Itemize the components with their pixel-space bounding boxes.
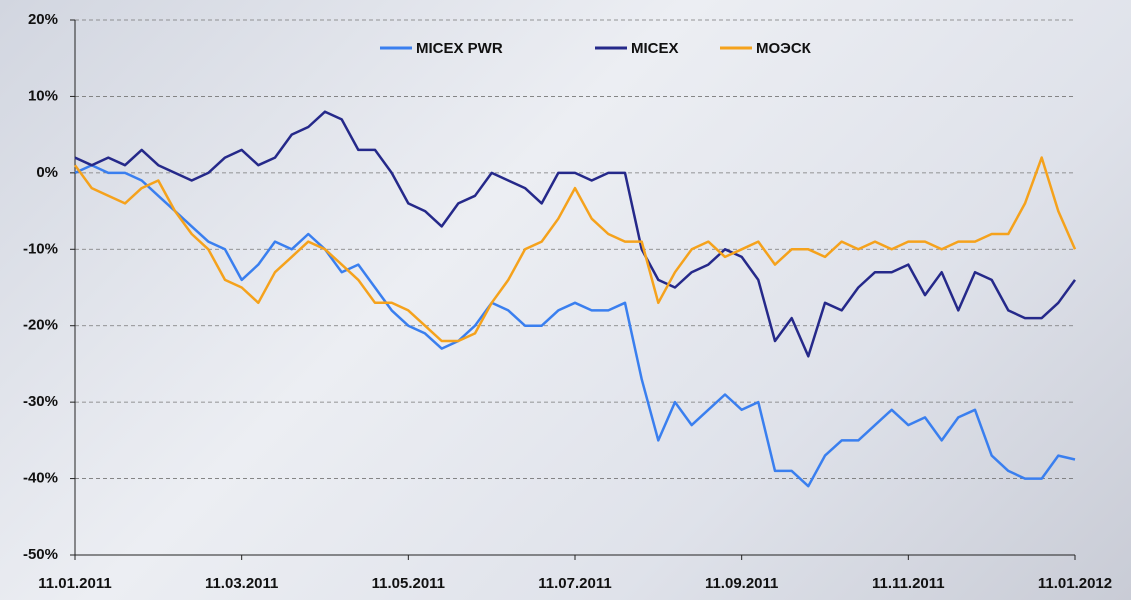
x-tick-label: 11.09.2011 [705, 575, 778, 592]
x-tick-label: 11.11.2011 [872, 575, 945, 592]
y-tick-label: 20% [28, 11, 58, 28]
y-tick-label: -20% [23, 317, 58, 334]
y-tick-label: -10% [23, 240, 58, 257]
y-tick-label: -30% [23, 393, 58, 410]
x-tick-label: 11.03.2011 [205, 575, 278, 592]
x-tick-label: 11.05.2011 [372, 575, 445, 592]
y-tick-label: -50% [23, 546, 58, 563]
y-tick-label: 0% [36, 164, 58, 181]
series-line [73, 156, 1077, 343]
y-tick-label: 10% [28, 87, 58, 104]
legend-label: MICEX PWR [416, 40, 503, 57]
legend-label: МОЭСК [756, 40, 812, 57]
x-tick-label: 11.01.2012 [1038, 575, 1112, 592]
y-tick-label: -40% [23, 470, 58, 487]
x-tick-label: 11.07.2011 [538, 575, 611, 592]
legend-label: MICEX [631, 40, 679, 57]
x-tick-label: 11.01.2011 [38, 575, 111, 592]
series-line [74, 110, 1077, 358]
series-line [74, 163, 1076, 488]
